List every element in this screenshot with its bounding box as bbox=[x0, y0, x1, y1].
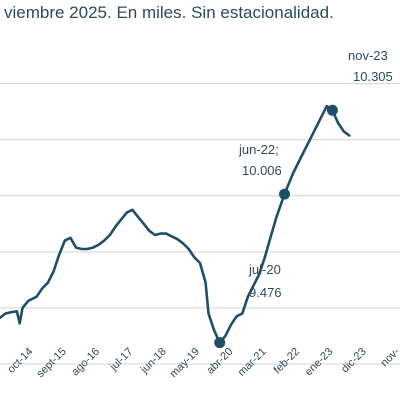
annotation-jul-20-label: jul-20 bbox=[248, 262, 281, 277]
x-tick-label-3: ago-16 bbox=[69, 346, 102, 379]
x-tick-label-7: abr-20 bbox=[204, 346, 235, 377]
x-tick-label-1: oct-14 bbox=[5, 346, 35, 376]
x-tick-label-4: jul-17 bbox=[107, 346, 135, 374]
series-line-0 bbox=[0, 104, 351, 344]
annotation-nov-23-value: 10.305 bbox=[353, 69, 393, 84]
marker-group bbox=[214, 104, 338, 349]
x-tick-label-6: may-19 bbox=[168, 346, 202, 380]
x-tick-label-8: mar-21 bbox=[236, 346, 269, 379]
annotation-nov-23-label: nov-23 bbox=[348, 48, 388, 63]
x-tick-label-2: sept-15 bbox=[34, 346, 68, 380]
annotation-jul-20-value: 9.476 bbox=[249, 285, 282, 300]
x-tick-label-10: ene-23 bbox=[303, 346, 336, 379]
series-group bbox=[0, 104, 351, 344]
marker-0 bbox=[214, 337, 226, 349]
gridlines bbox=[0, 83, 400, 365]
marker-2 bbox=[326, 104, 338, 116]
chart-subtitle: viembre 2025. En miles. Sin estacionalid… bbox=[4, 3, 334, 22]
annotation-jun-22-label: jun-22; bbox=[238, 142, 279, 157]
annotation-group: jul-20 9.476 jun-22; 10.006 nov-23 10.30… bbox=[238, 48, 393, 300]
x-tick-label-11: dic-23 bbox=[339, 346, 369, 376]
x-tick-label-9: feb-22 bbox=[272, 346, 303, 377]
x-tick-label-12: nov- bbox=[378, 345, 400, 369]
x-tick-label-5: jun-18 bbox=[138, 346, 169, 377]
annotation-jun-22-value: 10.006 bbox=[242, 163, 282, 178]
marker-1 bbox=[279, 188, 291, 200]
